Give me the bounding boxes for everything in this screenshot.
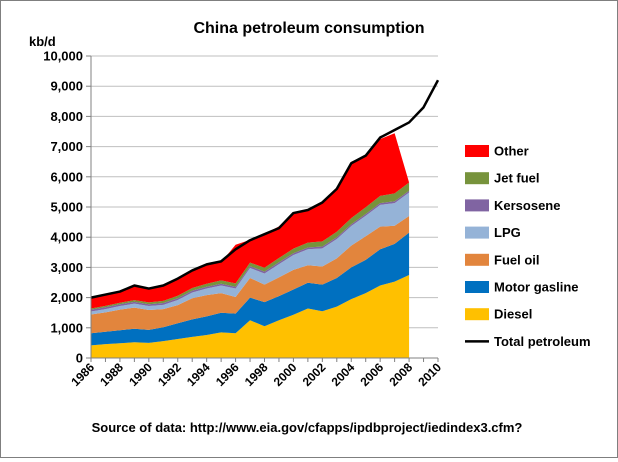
x-tick-label: 1988 bbox=[97, 360, 126, 389]
legend-swatch-fuel-oil bbox=[465, 253, 489, 266]
y-tick-label: 0 bbox=[76, 351, 83, 366]
x-tick-label: 1990 bbox=[126, 360, 155, 389]
legend-swatch-motor-gasline bbox=[465, 281, 489, 293]
legend-swatch-jet-fuel bbox=[465, 172, 489, 185]
legend-label-motor-gasline: Motor gasline bbox=[494, 280, 579, 295]
legend-label-total-petroleum: Total petroleum bbox=[494, 334, 591, 349]
x-tick-label: 1994 bbox=[184, 360, 213, 389]
y-tick-label: 6,000 bbox=[50, 169, 83, 184]
y-tick-label: 3,000 bbox=[50, 260, 83, 275]
x-tick-label: 2010 bbox=[415, 360, 444, 389]
legend-label-kersosene: Kersosene bbox=[494, 198, 560, 213]
area-diesel bbox=[91, 274, 410, 358]
area-fuel-oil bbox=[91, 216, 410, 334]
legend: Other Jet fuel Kersosene LPG Fuel oil Motor g… bbox=[465, 144, 591, 349]
y-tick-label: 10,000 bbox=[43, 49, 83, 64]
stacked-areas bbox=[91, 133, 410, 358]
chart-title: China petroleum consumption bbox=[193, 20, 424, 37]
x-tick-label: 2006 bbox=[358, 360, 387, 389]
legend-swatch-lpg bbox=[465, 226, 489, 239]
source-note: Source of data: http://www.eia.gov/cfapp… bbox=[92, 420, 523, 435]
axes bbox=[86, 55, 439, 362]
x-tick-label: 2008 bbox=[386, 360, 415, 389]
x-tick-label: 2004 bbox=[329, 360, 358, 389]
y-tick-label: 7,000 bbox=[50, 139, 83, 154]
total-line-group bbox=[90, 79, 440, 299]
x-tick-label: 1986 bbox=[68, 360, 97, 389]
x-tick-labels: 1986 1988 1990 1992 1994 1996 1998 2000 2002 2004… bbox=[68, 360, 444, 389]
legend-label-diesel: Diesel bbox=[494, 307, 532, 322]
legend-swatch-diesel bbox=[465, 308, 489, 321]
x-tick-label: 1992 bbox=[155, 360, 184, 389]
area-motor-gasline bbox=[91, 232, 410, 346]
y-tick-label: 4,000 bbox=[50, 230, 83, 245]
y-tick-label: 5,000 bbox=[50, 200, 83, 215]
y-tick-label: 1,000 bbox=[50, 320, 83, 335]
series-line-total-petroleum bbox=[90, 79, 440, 299]
legend-label-jet-fuel: Jet fuel bbox=[494, 171, 540, 186]
y-tick-labels: 0 1,000 2,000 3,000 4,000 5,000 6,000 7,000 8,00… bbox=[43, 49, 83, 366]
y-axis-unit: kb/d bbox=[29, 34, 56, 49]
y-tick-label: 9,000 bbox=[50, 79, 83, 94]
legend-swatch-kersosene bbox=[465, 199, 489, 212]
x-tick-label: 2000 bbox=[271, 360, 300, 389]
legend-label-fuel-oil: Fuel oil bbox=[494, 252, 540, 267]
y-tick-label: 8,000 bbox=[50, 109, 83, 124]
legend-label-other: Other bbox=[494, 144, 529, 159]
legend-label-lpg: LPG bbox=[494, 225, 521, 240]
y-tick-label: 2,000 bbox=[50, 290, 83, 305]
x-tick-label: 1998 bbox=[242, 360, 271, 389]
x-tick-label: 2002 bbox=[300, 360, 329, 389]
x-tick-label: 1996 bbox=[213, 360, 242, 389]
legend-swatch-other bbox=[465, 145, 489, 157]
